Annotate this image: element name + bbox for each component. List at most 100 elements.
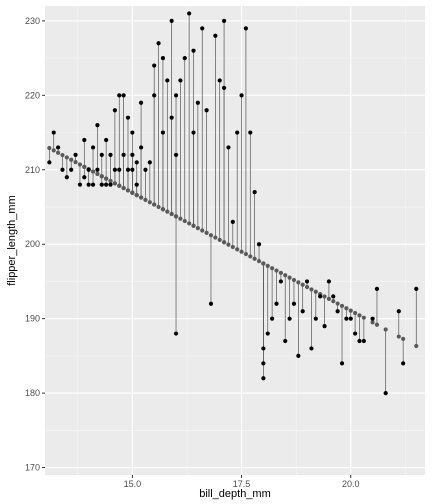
fitted-point	[221, 240, 227, 245]
fitted-point	[64, 155, 69, 160]
fitted-point	[182, 218, 187, 224]
y-tick-label: 170	[25, 463, 40, 473]
fitted-point	[326, 296, 332, 301]
data-point	[243, 26, 249, 31]
x-axis-title: bill_depth_mm	[199, 488, 271, 500]
fitted-point	[331, 299, 336, 304]
data-point	[117, 167, 122, 172]
fitted-point	[291, 277, 297, 283]
fitted-point	[344, 306, 349, 311]
data-point	[95, 123, 100, 128]
y-axis: 170 180 190 200 210 220 230	[25, 16, 45, 473]
fitted-point	[248, 254, 253, 259]
fitted-point	[173, 214, 179, 219]
data-point	[160, 130, 166, 135]
data-point	[130, 130, 135, 135]
data-point	[173, 93, 179, 98]
fitted-point	[230, 244, 235, 250]
fitted-point	[156, 204, 161, 210]
fitted-point	[56, 150, 61, 155]
fitted-point	[204, 230, 209, 235]
major-gridlines	[45, 6, 425, 475]
data-point	[138, 100, 144, 105]
fitted-point	[278, 270, 283, 276]
data-point	[173, 331, 179, 336]
fitted-point	[69, 157, 74, 162]
data-point	[361, 338, 366, 344]
data-point	[195, 100, 200, 105]
data-point	[300, 309, 305, 314]
data-point	[248, 130, 253, 135]
fitted-point	[117, 183, 122, 188]
fitted-point	[195, 226, 200, 231]
data-point	[235, 130, 240, 135]
data-point	[374, 286, 380, 291]
data-point	[143, 167, 148, 172]
data-point	[169, 115, 174, 120]
fitted-point	[90, 169, 96, 174]
fitted-point	[112, 181, 117, 186]
fitted-point	[217, 237, 222, 243]
data-point	[261, 361, 266, 366]
data-point	[335, 309, 340, 314]
data-point	[130, 152, 135, 157]
fitted-point	[51, 148, 56, 153]
fitted-point	[235, 247, 240, 252]
data-point	[112, 167, 117, 172]
fitted-point	[77, 162, 83, 167]
fitted-point	[239, 249, 244, 254]
fitted-point	[243, 251, 249, 257]
data-point	[270, 316, 275, 321]
data-point	[200, 26, 205, 31]
data-point	[348, 316, 353, 321]
data-point	[99, 182, 104, 187]
fitted-point	[121, 185, 126, 191]
fitted-point	[134, 193, 139, 198]
fitted-point	[130, 190, 135, 195]
data-point	[326, 279, 332, 284]
data-point	[344, 316, 349, 321]
fitted-point	[147, 200, 152, 205]
minor-gridlines	[45, 6, 425, 475]
data-point	[121, 152, 126, 157]
data-point	[125, 167, 131, 172]
panel-background	[45, 6, 425, 475]
data-point	[125, 115, 131, 120]
data-point	[73, 152, 78, 157]
fitted-point	[108, 178, 113, 184]
fitted-point	[357, 313, 362, 318]
fitted-point	[200, 228, 205, 233]
data-point	[204, 108, 209, 113]
fitted-point	[322, 294, 327, 299]
fitted-point	[165, 209, 170, 214]
fitted-point	[95, 171, 100, 177]
data-point	[108, 152, 113, 157]
fitted-point	[296, 280, 301, 285]
fitted-point	[265, 263, 270, 268]
data-point	[82, 137, 87, 143]
data-point	[396, 309, 401, 314]
data-point	[134, 160, 139, 165]
data-point	[182, 56, 187, 61]
data-point	[104, 137, 109, 143]
fitted-point	[270, 266, 275, 271]
observed-points	[47, 11, 419, 396]
fitted-point	[401, 336, 406, 342]
data-point	[69, 167, 74, 172]
data-point	[256, 242, 262, 247]
data-point	[239, 93, 244, 98]
data-point	[383, 391, 388, 396]
data-point	[226, 145, 231, 150]
fitted-point	[383, 327, 388, 332]
fitted-point	[313, 289, 318, 294]
data-point	[90, 145, 96, 150]
data-point	[230, 219, 235, 224]
data-point	[221, 85, 227, 90]
fitted-point	[283, 273, 288, 278]
data-point	[304, 279, 310, 284]
data-point	[213, 33, 218, 38]
data-point	[90, 182, 96, 187]
data-point	[99, 152, 104, 157]
data-point	[217, 78, 222, 83]
data-point	[160, 56, 166, 61]
